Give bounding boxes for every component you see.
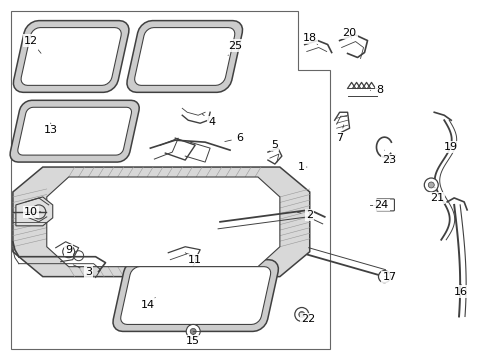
- Polygon shape: [127, 21, 242, 92]
- Text: 15: 15: [186, 334, 200, 346]
- Text: 20: 20: [342, 28, 356, 39]
- Circle shape: [294, 307, 308, 321]
- Text: 23: 23: [382, 150, 396, 165]
- Text: 5: 5: [271, 140, 278, 152]
- Polygon shape: [13, 167, 309, 276]
- Text: 13: 13: [43, 123, 58, 135]
- Polygon shape: [47, 177, 279, 267]
- Text: 1: 1: [298, 162, 306, 172]
- Circle shape: [427, 182, 433, 188]
- Text: 4: 4: [202, 114, 215, 127]
- Text: 12: 12: [24, 36, 41, 53]
- Text: 9: 9: [65, 245, 72, 255]
- Text: 2: 2: [297, 210, 313, 220]
- Text: 17: 17: [382, 272, 396, 282]
- Text: 6: 6: [224, 133, 243, 143]
- Text: 14: 14: [141, 298, 155, 310]
- Text: 21: 21: [429, 188, 444, 203]
- Text: 24: 24: [374, 200, 388, 210]
- Text: 3: 3: [73, 265, 92, 276]
- Text: 22: 22: [300, 314, 314, 324]
- Polygon shape: [16, 197, 53, 226]
- Text: 18: 18: [302, 32, 317, 45]
- Circle shape: [424, 178, 437, 192]
- Polygon shape: [121, 267, 270, 324]
- FancyBboxPatch shape: [376, 199, 394, 211]
- Polygon shape: [21, 28, 121, 85]
- Polygon shape: [134, 28, 234, 85]
- Circle shape: [298, 311, 304, 318]
- Text: 10: 10: [24, 207, 41, 217]
- Text: 19: 19: [443, 142, 457, 152]
- Polygon shape: [18, 107, 131, 155]
- Text: 7: 7: [335, 125, 343, 143]
- Circle shape: [378, 271, 389, 283]
- Text: 16: 16: [453, 284, 467, 297]
- Text: 11: 11: [185, 253, 202, 265]
- Text: 25: 25: [227, 41, 242, 55]
- Circle shape: [190, 328, 196, 334]
- Polygon shape: [113, 260, 278, 332]
- Circle shape: [186, 324, 200, 338]
- Text: 8: 8: [369, 85, 382, 95]
- Polygon shape: [13, 21, 129, 92]
- Polygon shape: [10, 100, 139, 162]
